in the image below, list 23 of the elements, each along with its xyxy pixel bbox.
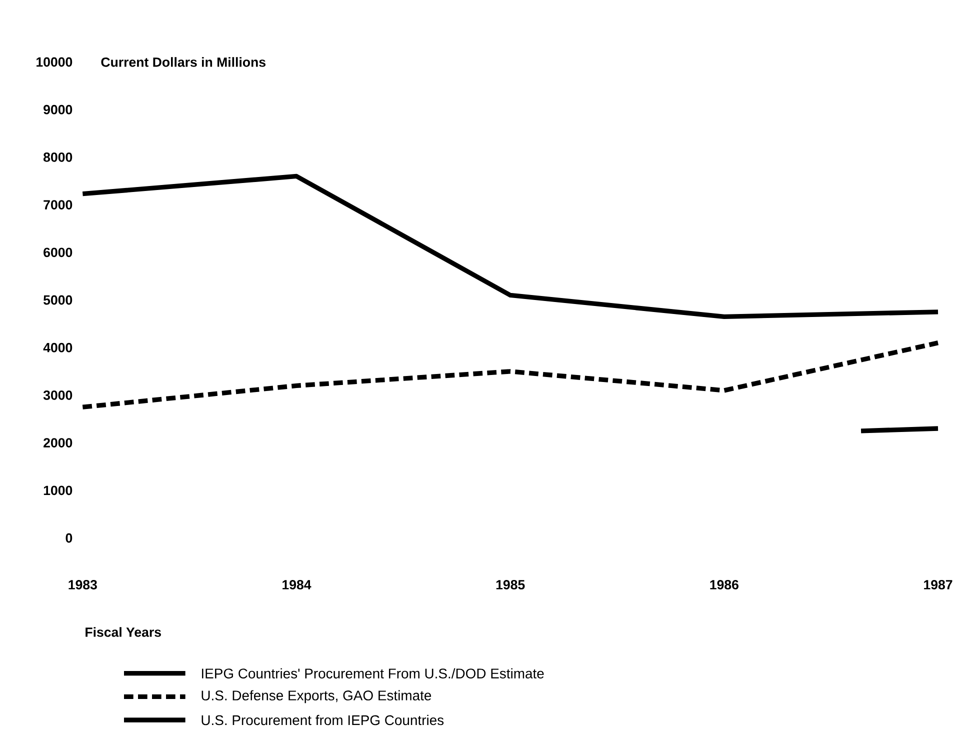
y-tick-label: 8000	[44, 152, 72, 162]
y-tick-label: 4000	[43, 342, 72, 352]
y-tick-label: 6000	[44, 248, 72, 258]
x-tick-label: 1986	[710, 580, 738, 590]
y-tick-label: 5000	[44, 295, 72, 305]
y-tick-label: 1000	[44, 486, 72, 496]
y-tick-label: 3000	[43, 390, 72, 400]
legend-label: U.S. Procurement from IEPG Countries	[202, 714, 444, 726]
line-series	[80, 174, 940, 319]
legend-label: U.S. Defense Exports, GAO Estimate	[202, 690, 432, 704]
x-tick-label: 1985	[496, 580, 525, 590]
x-tick-label: 1983	[68, 580, 97, 590]
line-series	[80, 340, 940, 410]
y-axis-title: Current Dollars in Millions	[101, 57, 266, 67]
y-tick-label: 10000	[36, 57, 72, 67]
x-tick-label: 1984	[282, 580, 312, 590]
y-tick-label: 0	[66, 533, 72, 543]
y-tick-label: 9000	[44, 104, 72, 114]
x-tick-label: 1987	[924, 580, 952, 590]
y-tick-label: 2000	[44, 438, 72, 448]
x-axis-title: Fiscal Years	[86, 627, 161, 637]
y-tick-label: 7000	[44, 200, 72, 210]
legend-label: IEPG Countries' Procurement From U.S./DOD Estimate	[202, 668, 544, 678]
